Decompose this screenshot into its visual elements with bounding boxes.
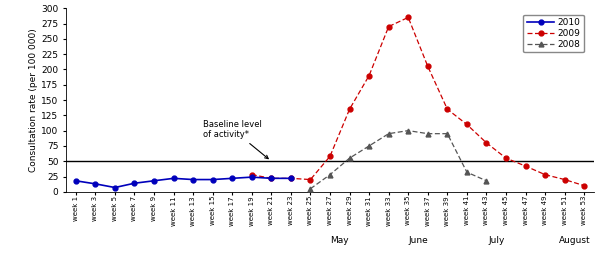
Text: July: July [488,236,505,245]
Line: 2009: 2009 [250,15,587,188]
Text: May: May [331,236,349,245]
2009 [346,107,353,111]
2010 [248,175,256,179]
Text: Baseline level
of activity*: Baseline level of activity* [203,119,268,159]
2010 [190,178,197,181]
2008 [326,173,334,176]
Text: June: June [408,236,428,245]
2010 [92,182,99,185]
2010 [111,186,118,189]
2008 [385,132,392,135]
2008 [365,144,373,147]
Y-axis label: Consultation rate (per 100 000): Consultation rate (per 100 000) [29,28,38,172]
2009 [307,178,314,181]
2008 [483,179,490,182]
Line: 2010: 2010 [73,175,293,190]
2009 [542,173,549,176]
2009 [404,16,412,19]
2009 [522,164,529,168]
2009 [326,155,334,158]
2009 [385,25,392,28]
2009 [424,65,431,68]
2009 [463,123,470,126]
2010 [287,177,295,180]
2008 [404,129,412,132]
2009 [561,178,568,181]
2009 [483,141,490,144]
2008 [346,156,353,160]
2010 [229,177,236,180]
2008 [444,132,451,135]
2009 [248,173,256,176]
2008 [463,171,470,174]
2009 [365,74,373,77]
Line: 2008: 2008 [308,128,489,191]
2010 [131,182,138,185]
Legend: 2010, 2009, 2008: 2010, 2009, 2008 [523,15,584,52]
Text: August: August [559,236,590,245]
2010 [72,179,79,182]
2010 [268,177,275,180]
2010 [151,179,158,182]
2008 [424,132,431,135]
2009 [581,184,588,187]
2010 [209,178,216,181]
2009 [268,177,275,180]
2010 [170,177,177,180]
2009 [444,107,451,111]
2009 [502,156,509,160]
2009 [287,177,295,180]
2008 [307,187,314,190]
